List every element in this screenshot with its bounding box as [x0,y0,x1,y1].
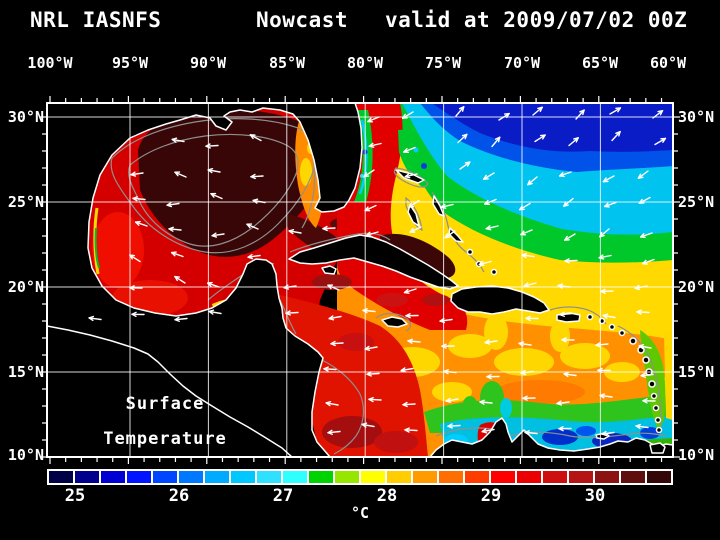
landmasses [47,103,673,457]
colorbar-cell [49,471,73,483]
bahamas-land [466,248,474,256]
north-central-america-land [47,103,363,457]
isle-of-youth-land [321,265,337,275]
colorbar-cell [75,471,99,483]
bahamas-land [490,268,498,276]
lat-tick-label: 25°N [678,193,715,211]
product-name: Nowcast [256,8,349,32]
colorbar-cell [413,471,437,483]
pacific-coastline [47,325,293,457]
colorbar-cell [231,471,255,483]
cuba-land [288,234,459,290]
lat-tick-label: 20°N [678,278,715,296]
colorbar-cell [543,471,567,483]
colorbar-cells [47,469,673,485]
colorbar-cell [361,471,385,483]
colorbar-unit: °C [350,504,370,522]
lat-tick-label: 20°N [7,278,44,296]
colorbar-cell [439,471,463,483]
colorbar-tick-label: 30 [584,486,606,506]
lat-tick-label: 10°N [678,446,715,464]
lon-tick-label: 80°W [346,54,384,72]
hispaniola-land [450,285,550,315]
lat-tick-label: 15°N [678,363,715,381]
lon-tick-label: 95°W [111,54,149,72]
colorbar-cell [595,471,619,483]
lat-tick-label: 15°N [7,363,44,381]
colorbar-tick-label: 29 [480,486,502,506]
lat-tick-label: 25°N [7,193,44,211]
lon-tick-label: 70°W [503,54,541,72]
colorbar-cell [647,471,671,483]
lon-tick-label: 90°W [189,54,227,72]
gulfstream-sst-field [337,103,468,330]
colorbar-cell [491,471,515,483]
lon-tick-label: 85°W [268,54,306,72]
colorbar-cell [153,471,177,483]
colorbar-cell [309,471,333,483]
colorbar-cell [517,471,541,483]
axis-ticks [40,96,680,464]
jamaica-land [381,316,408,328]
bahamas-land [395,169,464,243]
colorbar-tick-label: 26 [168,486,190,506]
south-america-land [429,417,673,457]
colorbar-cell [335,471,359,483]
colorbar-cell [621,471,645,483]
colorbar-tick-label: 28 [376,486,398,506]
wind-vectors [88,106,667,437]
colorbar-cell [465,471,489,483]
colorbar-cell [387,471,411,483]
lat-tick-label: 10°N [7,446,44,464]
lat-tick-label: 30°N [678,108,715,126]
caption-surface: Surface [125,394,205,414]
lon-tick-label: 100°W [27,54,73,72]
colorbar-tick-label: 27 [272,486,294,506]
model-name: NRL IASNFS [30,8,162,32]
lon-tick-label: 60°W [649,54,687,72]
colorbar-cell [101,471,125,483]
colorbar-cell [127,471,151,483]
valid-time: valid at 2009/07/02 00Z [385,8,688,32]
colorbar-cell [569,471,593,483]
colorbar-cell [179,471,203,483]
lon-tick-label: 75°W [424,54,462,72]
lon-tick-label: 65°W [581,54,619,72]
colorbar-cell [257,471,281,483]
colorbar-tick-label: 25 [64,486,86,506]
map-border [46,102,674,458]
caption-temperature: Temperature [103,429,227,449]
caribbean-sst-field [280,274,672,457]
colorbar-cell [205,471,229,483]
colorbar-cell [283,471,307,483]
lat-tick-label: 30°N [7,108,44,126]
